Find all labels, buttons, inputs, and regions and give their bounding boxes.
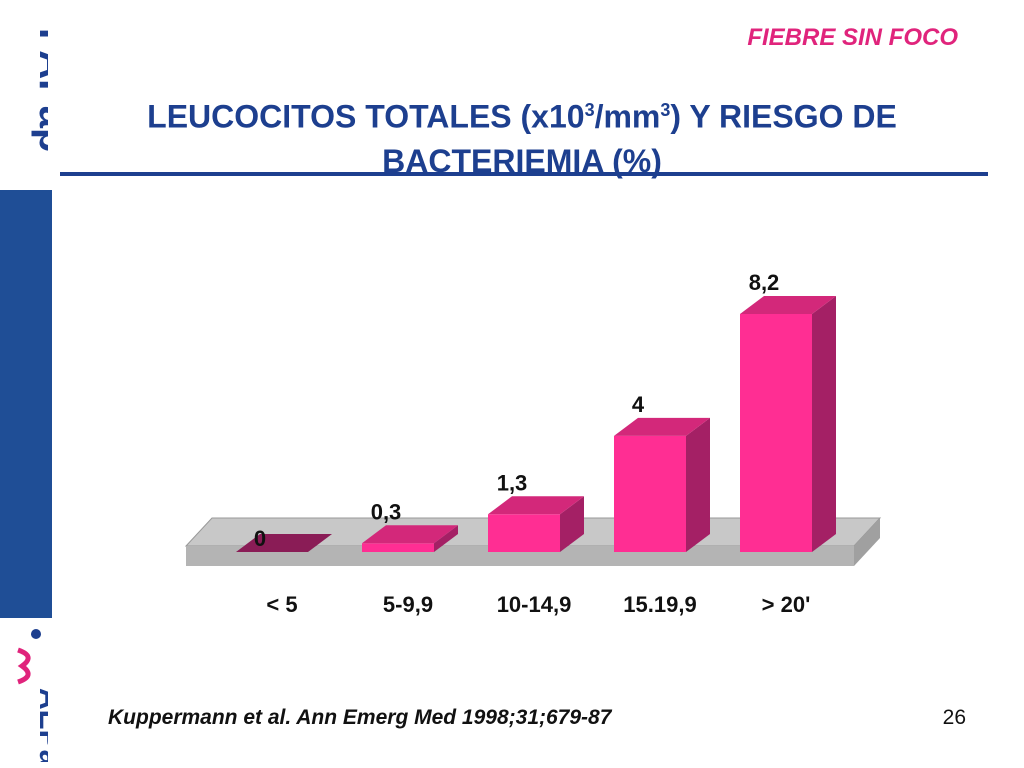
chart-floor-side — [854, 518, 880, 566]
aepap-logo-text: AEPap — [33, 688, 48, 762]
bar-side-4 — [812, 296, 836, 552]
page-number: 26 — [942, 706, 966, 729]
title-divider — [60, 172, 988, 176]
x-tick-label-2: 10-14,9 — [497, 592, 572, 617]
topic-tag: FIEBRE SIN FOCO — [747, 24, 958, 51]
x-tick-label-0: < 5 — [266, 592, 297, 617]
bar-top-4 — [740, 296, 836, 314]
bar-3 — [614, 435, 686, 552]
bar-1 — [362, 543, 434, 552]
aepap-logo-swoosh — [17, 647, 31, 685]
aepap-logo: AEPap — [17, 629, 48, 762]
bar-side-3 — [686, 417, 710, 552]
data-label-4: 8,2 — [749, 270, 780, 295]
bar-4 — [740, 314, 812, 552]
bar-top-1 — [362, 525, 458, 544]
side-accent-bar — [0, 190, 52, 618]
bar-0 — [236, 534, 332, 552]
data-label-0: 0 — [254, 526, 266, 551]
x-tick-label-3: 15.19,9 — [623, 592, 696, 617]
bar-side-1 — [434, 525, 458, 552]
data-label-2: 1,3 — [497, 470, 528, 495]
bar-top-2 — [488, 496, 584, 515]
fapap-logo-text: FAPap — [31, 28, 48, 152]
x-tick-label-1: 5-9,9 — [383, 592, 433, 617]
citation: Kuppermann et al. Ann Emerg Med 1998;31;… — [108, 706, 612, 729]
fapap-logo: FAPap — [31, 28, 48, 152]
data-label-3: 4 — [632, 392, 645, 417]
bar-side-2 — [560, 496, 584, 552]
data-label-1: 0,3 — [371, 499, 402, 524]
bar-2 — [488, 514, 560, 552]
aepap-logo-dot — [31, 629, 41, 639]
title-line-1: LEUCOCITOS TOTALES (x103/mm3) Y RIESGO D… — [147, 98, 897, 135]
bar-top-3 — [614, 417, 710, 436]
x-tick-label-4: > 20' — [762, 592, 811, 617]
